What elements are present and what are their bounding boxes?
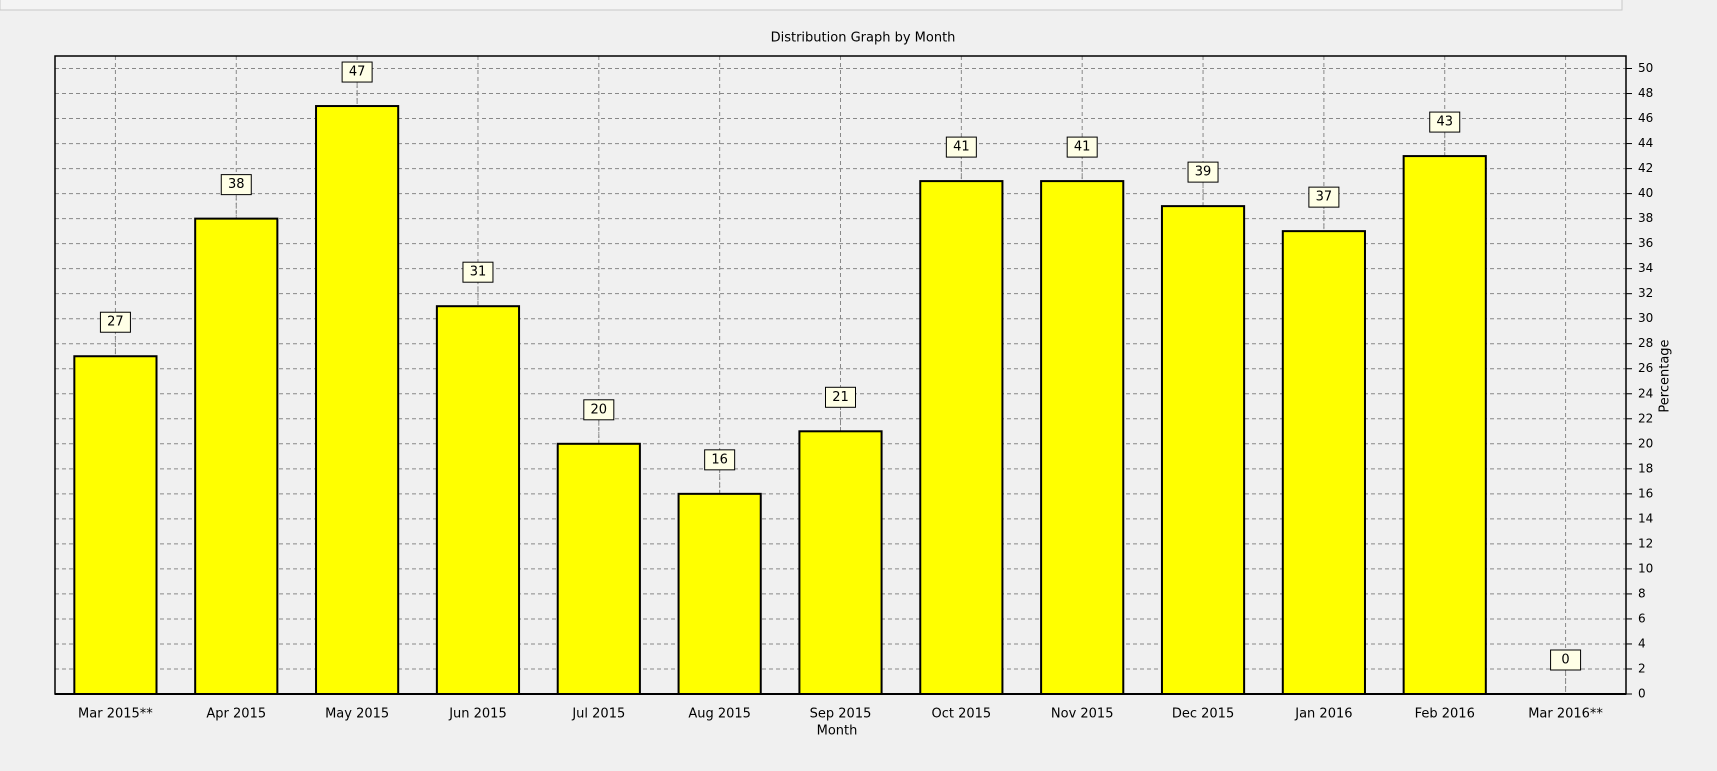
y-tick-label: 32 bbox=[1638, 286, 1653, 300]
value-label: 43 bbox=[1436, 115, 1453, 130]
value-label: 39 bbox=[1195, 165, 1212, 180]
y-tick-label: 38 bbox=[1638, 211, 1653, 225]
bar bbox=[315, 105, 400, 695]
y-tick-label: 10 bbox=[1638, 561, 1653, 575]
y-tick-label: 14 bbox=[1638, 511, 1653, 525]
value-label: 37 bbox=[1316, 190, 1333, 205]
y-tick-label: 12 bbox=[1638, 536, 1653, 550]
x-axis-label: Month bbox=[817, 724, 858, 739]
x-tick-label: Aug 2015 bbox=[688, 707, 751, 722]
y-tick-label: 44 bbox=[1638, 136, 1653, 150]
y-tick-label: 6 bbox=[1638, 611, 1646, 625]
x-tick-label: Jun 2015 bbox=[448, 707, 507, 722]
bar bbox=[919, 180, 1004, 696]
y-tick-label: 8 bbox=[1638, 586, 1646, 600]
x-tick-label: Apr 2015 bbox=[206, 707, 266, 722]
y-tick-label: 24 bbox=[1638, 386, 1653, 400]
x-tick-label: Dec 2015 bbox=[1172, 707, 1234, 722]
y-tick-label: 16 bbox=[1638, 486, 1653, 500]
x-tick-label: Jul 2015 bbox=[571, 707, 625, 722]
y-tick-label: 46 bbox=[1638, 111, 1653, 125]
top-panel bbox=[0, 0, 1623, 11]
y-tick-label: 0 bbox=[1638, 687, 1646, 701]
value-label: 41 bbox=[1074, 140, 1091, 155]
y-tick-label: 50 bbox=[1638, 61, 1653, 75]
value-label: 47 bbox=[349, 65, 366, 80]
x-tick-label: Oct 2015 bbox=[931, 707, 991, 722]
x-tick-label: Sep 2015 bbox=[810, 707, 872, 722]
value-label: 41 bbox=[953, 140, 970, 155]
value-label-box bbox=[825, 386, 856, 408]
bar bbox=[73, 355, 158, 695]
value-label-box bbox=[945, 136, 977, 158]
value-label: 20 bbox=[591, 402, 608, 417]
y-tick-label: 2 bbox=[1638, 661, 1646, 675]
x-tick-label: Jan 2016 bbox=[1294, 707, 1352, 722]
value-label: 0 bbox=[1561, 653, 1569, 668]
x-tick-label: May 2015 bbox=[325, 707, 389, 722]
value-label-box bbox=[1066, 136, 1098, 158]
y-tick-label: 4 bbox=[1638, 636, 1646, 650]
value-label: 16 bbox=[711, 452, 728, 467]
value-label-box bbox=[220, 174, 252, 196]
y-tick-label: 26 bbox=[1638, 361, 1653, 375]
value-label: 21 bbox=[832, 390, 849, 405]
bar bbox=[1281, 230, 1366, 695]
y-tick-label: 28 bbox=[1638, 336, 1653, 350]
y-tick-label: 18 bbox=[1638, 461, 1653, 475]
y-tick-label: 42 bbox=[1638, 161, 1653, 175]
bar bbox=[1160, 205, 1246, 695]
y-tick-label: 22 bbox=[1638, 411, 1653, 425]
x-tick-label: Nov 2015 bbox=[1051, 707, 1114, 722]
y-tick-label: 40 bbox=[1638, 186, 1653, 200]
value-label-box bbox=[341, 61, 373, 83]
bar bbox=[1402, 155, 1487, 695]
y-tick-label: 30 bbox=[1638, 311, 1653, 325]
value-label-box bbox=[1429, 111, 1461, 133]
value-label-box bbox=[1550, 649, 1582, 671]
value-label: 27 bbox=[107, 315, 124, 330]
y-tick-label: 36 bbox=[1638, 236, 1653, 250]
value-label-box bbox=[583, 399, 615, 421]
value-label: 31 bbox=[470, 265, 487, 280]
value-label-box bbox=[1308, 186, 1340, 208]
bar bbox=[677, 492, 762, 695]
bar bbox=[798, 430, 883, 695]
value-label-box bbox=[704, 449, 736, 471]
value-label-box bbox=[462, 261, 494, 283]
value-label-box bbox=[1187, 161, 1219, 183]
bar bbox=[556, 442, 641, 695]
bar bbox=[1040, 180, 1125, 696]
bar bbox=[435, 305, 521, 695]
value-label-box bbox=[99, 311, 131, 333]
x-tick-label: Mar 2016** bbox=[1528, 707, 1603, 722]
value-label: 38 bbox=[228, 177, 245, 192]
y-tick-label: 48 bbox=[1638, 86, 1653, 100]
y-axis-label: Percentage bbox=[1658, 339, 1673, 412]
y-tick-label: 20 bbox=[1638, 436, 1653, 450]
chart-title: Distribution Graph by Month bbox=[771, 31, 956, 46]
bar bbox=[194, 217, 279, 696]
x-tick-label: Feb 2016 bbox=[1415, 707, 1475, 722]
y-tick-label: 34 bbox=[1638, 261, 1653, 275]
x-tick-label: Mar 2015** bbox=[78, 707, 153, 722]
